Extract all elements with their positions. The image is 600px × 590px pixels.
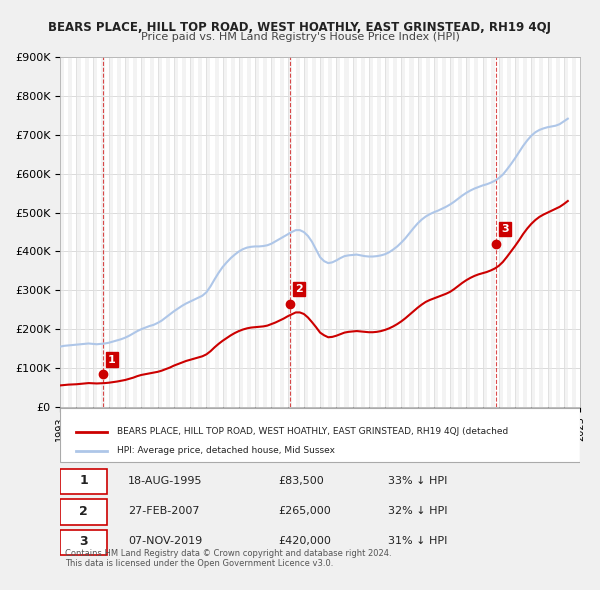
- Bar: [369, 57, 373, 407]
- Bar: [255, 57, 259, 407]
- Text: £420,000: £420,000: [278, 536, 331, 546]
- Text: HPI: Average price, detached house, Mid Sussex: HPI: Average price, detached house, Mid …: [118, 446, 335, 455]
- Text: 3: 3: [79, 535, 88, 548]
- Text: 2: 2: [295, 284, 303, 294]
- Text: Contains HM Land Registry data © Crown copyright and database right 2024.
This d: Contains HM Land Registry data © Crown c…: [65, 549, 392, 568]
- Bar: [458, 57, 462, 407]
- Bar: [353, 57, 356, 407]
- Bar: [206, 57, 211, 407]
- Text: 2: 2: [79, 504, 88, 517]
- Bar: [409, 57, 413, 407]
- Bar: [198, 57, 202, 407]
- Text: 07-NOV-2019: 07-NOV-2019: [128, 536, 202, 546]
- Bar: [507, 57, 511, 407]
- Bar: [174, 57, 178, 407]
- Bar: [466, 57, 470, 407]
- Bar: [76, 57, 80, 407]
- Bar: [425, 57, 430, 407]
- Bar: [312, 57, 316, 407]
- Bar: [287, 57, 292, 407]
- Bar: [361, 57, 365, 407]
- Bar: [491, 57, 495, 407]
- Bar: [328, 57, 332, 407]
- Bar: [85, 57, 89, 407]
- Text: £265,000: £265,000: [278, 506, 331, 516]
- Bar: [247, 57, 251, 407]
- Bar: [434, 57, 438, 407]
- Text: 18-AUG-1995: 18-AUG-1995: [128, 476, 202, 486]
- Text: 32% ↓ HPI: 32% ↓ HPI: [388, 506, 447, 516]
- Bar: [149, 57, 154, 407]
- Bar: [337, 57, 340, 407]
- Bar: [556, 57, 560, 407]
- FancyBboxPatch shape: [60, 530, 107, 555]
- Bar: [531, 57, 535, 407]
- Bar: [548, 57, 551, 407]
- Bar: [564, 57, 568, 407]
- Bar: [263, 57, 268, 407]
- FancyBboxPatch shape: [60, 469, 107, 494]
- Bar: [60, 57, 64, 407]
- Bar: [377, 57, 381, 407]
- Bar: [223, 57, 227, 407]
- Bar: [401, 57, 406, 407]
- Bar: [239, 57, 243, 407]
- Text: 3: 3: [501, 224, 509, 234]
- Bar: [133, 57, 137, 407]
- Bar: [142, 57, 145, 407]
- Bar: [190, 57, 194, 407]
- Bar: [475, 57, 478, 407]
- Text: 31% ↓ HPI: 31% ↓ HPI: [388, 536, 447, 546]
- Bar: [344, 57, 349, 407]
- Bar: [215, 57, 218, 407]
- Bar: [539, 57, 544, 407]
- Bar: [385, 57, 389, 407]
- Bar: [523, 57, 527, 407]
- Text: 1: 1: [79, 474, 88, 487]
- Bar: [304, 57, 308, 407]
- Bar: [280, 57, 284, 407]
- Bar: [93, 57, 97, 407]
- Text: £83,500: £83,500: [278, 476, 324, 486]
- Bar: [182, 57, 186, 407]
- Bar: [68, 57, 73, 407]
- Bar: [450, 57, 454, 407]
- Bar: [158, 57, 162, 407]
- Bar: [418, 57, 422, 407]
- Bar: [393, 57, 397, 407]
- Bar: [101, 57, 105, 407]
- Bar: [125, 57, 129, 407]
- Bar: [166, 57, 170, 407]
- Text: Price paid vs. HM Land Registry's House Price Index (HPI): Price paid vs. HM Land Registry's House …: [140, 32, 460, 42]
- Bar: [572, 57, 576, 407]
- Bar: [271, 57, 275, 407]
- Text: 33% ↓ HPI: 33% ↓ HPI: [388, 476, 447, 486]
- Bar: [296, 57, 300, 407]
- FancyBboxPatch shape: [60, 499, 107, 525]
- Bar: [117, 57, 121, 407]
- FancyBboxPatch shape: [60, 408, 580, 463]
- Text: BEARS PLACE, HILL TOP ROAD, WEST HOATHLY, EAST GRINSTEAD, RH19 4QJ (detached: BEARS PLACE, HILL TOP ROAD, WEST HOATHLY…: [118, 428, 509, 437]
- Bar: [442, 57, 446, 407]
- Bar: [231, 57, 235, 407]
- Text: 1: 1: [108, 355, 116, 365]
- Text: 27-FEB-2007: 27-FEB-2007: [128, 506, 199, 516]
- Bar: [499, 57, 503, 407]
- Bar: [515, 57, 519, 407]
- Bar: [109, 57, 113, 407]
- Text: BEARS PLACE, HILL TOP ROAD, WEST HOATHLY, EAST GRINSTEAD, RH19 4QJ: BEARS PLACE, HILL TOP ROAD, WEST HOATHLY…: [49, 21, 551, 34]
- Bar: [320, 57, 324, 407]
- Bar: [482, 57, 487, 407]
